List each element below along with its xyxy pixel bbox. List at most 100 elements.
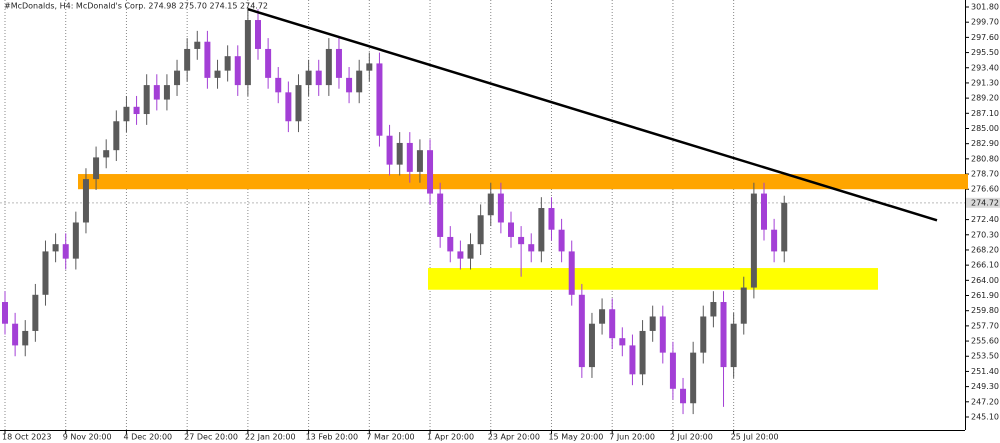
candle-body [113,121,120,151]
zone [428,268,878,290]
x-tick-label: 25 Jul 20:00 [731,433,779,442]
candle-body [275,77,282,93]
candle-body [639,330,646,375]
candle-body [244,20,251,86]
x-tick-label: 4 Dec 20:00 [123,433,172,442]
candle-body [12,323,19,346]
candle-body [588,323,595,368]
candle-body [2,302,8,324]
candle-body [366,63,373,71]
candle-body [295,85,302,122]
candle-body [356,70,363,93]
y-tick-label: 272.40 [971,215,999,224]
candle-body [568,251,575,295]
candle-body [234,56,241,86]
candle-body [740,287,747,324]
x-tick-label: 2 Jul 20:00 [670,433,713,442]
candle-body [315,70,322,86]
candle-body [508,222,514,237]
candle-body [93,157,100,180]
y-tick-label: 255.60 [971,337,999,346]
y-tick-label: 261.90 [971,291,999,300]
candle-body [32,294,39,331]
candle-body [305,70,312,86]
candle-body [497,193,504,223]
y-tick-label: 268.20 [971,245,999,254]
y-tick-label: 282.90 [971,139,999,148]
candle-body [396,142,403,165]
candle-body [42,251,49,295]
zone [78,174,968,190]
y-tick-label: 287.10 [971,109,999,118]
candle-body [649,316,656,331]
x-tick-label: 13 Feb 20:00 [306,433,358,442]
y-tick-label: 270.30 [971,230,999,239]
candle-body [538,208,545,252]
candle-body [659,316,666,353]
candle-body [335,48,342,78]
candle-body [194,41,201,49]
last-price-box [966,197,1000,208]
candle-body [629,345,636,375]
candle-body [518,236,525,245]
trendline [247,7,938,222]
candle-body [416,150,423,172]
x-tick-label: 22 Jan 20:00 [245,433,296,442]
candle-body [669,352,676,389]
candle-body [204,41,211,78]
candle-body [52,244,59,252]
candle-body [619,338,626,346]
x-tick-label: 27 Dec 20:00 [184,433,238,442]
candle-body [710,302,717,317]
candle-body [22,330,29,346]
candle-body [437,193,444,237]
y-tick-label: 301.80 [971,3,999,12]
candle-body [750,193,757,288]
x-tick-label: 18 Oct 2023 [2,433,51,442]
candle-body [700,316,707,353]
y-tick-label: 285.00 [971,124,999,133]
candle-body [609,309,616,339]
candle-body [427,150,434,194]
y-tick-label: 297.60 [971,33,999,42]
y-tick-label: 253.50 [971,352,999,361]
y-tick-label: 276.60 [971,185,999,194]
y-tick-label: 280.80 [971,154,999,163]
chart-title: #McDonalds, H4: McDonald's Corp. 274.98 … [4,2,268,11]
y-tick-label: 289.20 [971,94,999,103]
y-tick-label: 266.10 [971,261,999,270]
candle-body [174,70,181,86]
candle-body [386,135,393,165]
last-price-label: 274.72 [971,198,999,207]
candle-body [730,323,737,368]
candle-body [477,215,484,245]
x-tick-label: 1 Apr 20:00 [427,433,474,442]
y-tick-label: 295.50 [971,48,999,57]
candle-body [72,222,79,259]
candle-body [680,388,687,404]
candle-body [143,85,150,115]
candle-body [781,202,788,252]
x-tick-label: 15 May 20:00 [548,433,603,442]
candle-body [255,20,261,49]
candle-body [761,193,767,230]
y-tick-label: 247.20 [971,397,999,406]
candle-body [285,92,292,122]
y-tick-label: 249.30 [971,382,999,391]
x-tick-label: 7 Mar 20:00 [366,433,414,442]
candle-body [528,244,535,252]
candle-body [447,236,454,252]
candle-body [376,63,383,136]
x-tick-label: 9 Nov 20:00 [63,433,112,442]
candle-body [558,229,565,252]
x-tick-label: 23 Apr 20:00 [488,433,540,442]
y-tick-label: 293.40 [971,63,999,72]
candle-body [467,244,474,259]
candle-body [720,302,727,368]
candle-body [487,193,494,216]
x-tick-label: 7 Jun 20:00 [609,433,655,442]
y-tick-label: 259.80 [971,306,999,315]
y-tick-label: 257.70 [971,321,999,330]
